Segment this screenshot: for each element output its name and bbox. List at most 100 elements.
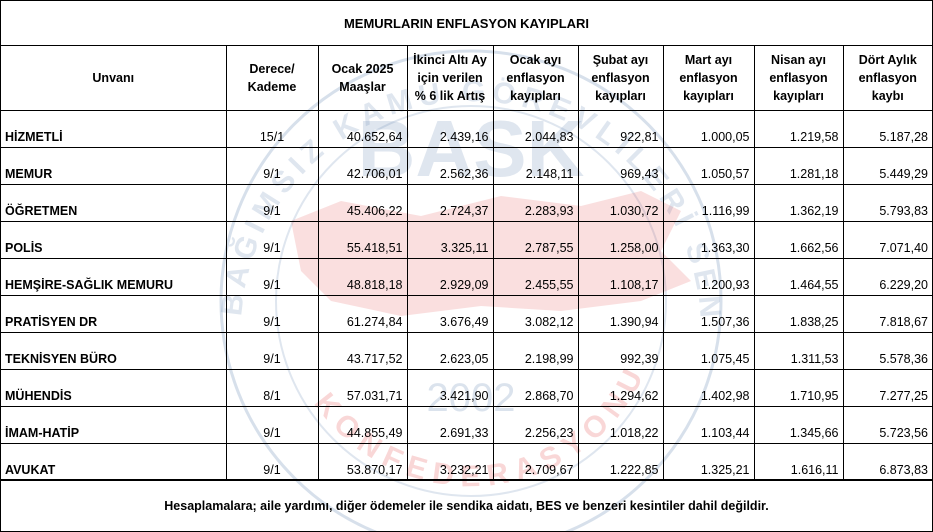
cell-mart: 1.075,45	[662, 332, 755, 370]
cell-unvan: İMAM-HATİP	[1, 406, 227, 444]
header-nisan: Nisan ayı enflasyon kayıpları	[753, 45, 844, 111]
cell-toplam: 7.071,40	[842, 221, 932, 259]
cell-nisan: 1.345,66	[753, 406, 844, 444]
cell-subat: 1.018,22	[577, 406, 664, 444]
table-row: HEMŞİRE-SAĞLIK MEMURU 9/1 48.818,18 2.92…	[1, 258, 932, 296]
cell-unvan: HEMŞİRE-SAĞLIK MEMURU	[1, 258, 227, 296]
cell-mart: 1.050,57	[662, 147, 755, 185]
cell-unvan: TEKNİSYEN BÜRO	[1, 332, 227, 370]
cell-toplam: 5.793,83	[842, 184, 932, 222]
table-row: ÖĞRETMEN 9/1 45.406,22 2.724,37 2.283,93…	[1, 184, 932, 222]
cell-ocak: 2.044,83	[492, 110, 579, 148]
cell-mart: 1.507,36	[662, 295, 755, 333]
cell-unvan: ÖĞRETMEN	[1, 184, 227, 222]
cell-subat: 1.030,72	[577, 184, 664, 222]
cell-subat: 1.294,62	[577, 369, 664, 407]
cell-mart: 1.325,21	[662, 443, 755, 481]
cell-mart: 1.000,05	[662, 110, 755, 148]
cell-ocak: 2.148,11	[492, 147, 579, 185]
cell-maas: 44.855,49	[317, 406, 408, 444]
cell-artis: 2.623,05	[406, 332, 494, 370]
cell-unvan: MEMUR	[1, 147, 227, 185]
cell-subat: 1.108,17	[577, 258, 664, 296]
cell-subat: 922,81	[577, 110, 664, 148]
cell-nisan: 1.662,56	[753, 221, 844, 259]
cell-mart: 1.116,99	[662, 184, 755, 222]
cell-derece: 9/1	[225, 406, 319, 444]
cell-unvan: AVUKAT	[1, 443, 227, 481]
cell-ocak: 2.709,67	[492, 443, 579, 481]
cell-derece: 9/1	[225, 221, 319, 259]
cell-derece: 9/1	[225, 295, 319, 333]
cell-maas: 57.031,71	[317, 369, 408, 407]
cell-derece: 9/1	[225, 184, 319, 222]
cell-toplam: 5.449,29	[842, 147, 932, 185]
cell-toplam: 7.818,67	[842, 295, 932, 333]
cell-ocak: 3.082,12	[492, 295, 579, 333]
cell-derece: 9/1	[225, 258, 319, 296]
cell-nisan: 1.362,19	[753, 184, 844, 222]
cell-unvan: HİZMETLİ	[1, 110, 227, 148]
cell-maas: 43.717,52	[317, 332, 408, 370]
cell-mart: 1.363,30	[662, 221, 755, 259]
cell-artis: 3.325,11	[406, 221, 494, 259]
header-subat: Şubat ayı enflasyon kayıpları	[577, 45, 664, 111]
cell-maas: 45.406,22	[317, 184, 408, 222]
cell-unvan: POLİS	[1, 221, 227, 259]
cell-mart: 1.200,93	[662, 258, 755, 296]
cell-ocak: 2.198,99	[492, 332, 579, 370]
table-row: TEKNİSYEN BÜRO 9/1 43.717,52 2.623,05 2.…	[1, 332, 932, 370]
cell-unvan: MÜHENDİS	[1, 369, 227, 407]
cell-subat: 969,43	[577, 147, 664, 185]
cell-ocak: 2.455,55	[492, 258, 579, 296]
cell-artis: 2.439,16	[406, 110, 494, 148]
cell-toplam: 6.229,20	[842, 258, 932, 296]
cell-artis: 3.232,21	[406, 443, 494, 481]
table-row: HİZMETLİ 15/1 40.652,64 2.439,16 2.044,8…	[1, 110, 932, 148]
cell-derece: 8/1	[225, 369, 319, 407]
cell-nisan: 1.464,55	[753, 258, 844, 296]
inflation-loss-table: Unvanı Derece/Kademe Ocak 2025 Maaşlar İk…	[1, 45, 932, 481]
cell-mart: 1.402,98	[662, 369, 755, 407]
cell-artis: 2.929,09	[406, 258, 494, 296]
cell-maas: 55.418,51	[317, 221, 408, 259]
table-row: MEMUR 9/1 42.706,01 2.562,36 2.148,11 96…	[1, 147, 932, 185]
header-mart: Mart ayı enflasyon kayıpları	[662, 45, 755, 111]
cell-toplam: 7.277,25	[842, 369, 932, 407]
cell-ocak: 2.787,55	[492, 221, 579, 259]
cell-derece: 9/1	[225, 443, 319, 481]
cell-subat: 1.222,85	[577, 443, 664, 481]
cell-nisan: 1.838,25	[753, 295, 844, 333]
cell-maas: 42.706,01	[317, 147, 408, 185]
cell-ocak: 2.868,70	[492, 369, 579, 407]
cell-mart: 1.103,44	[662, 406, 755, 444]
header-derece: Derece/Kademe	[225, 45, 319, 111]
cell-maas: 48.818,18	[317, 258, 408, 296]
cell-nisan: 1.311,53	[753, 332, 844, 370]
cell-artis: 2.562,36	[406, 147, 494, 185]
cell-nisan: 1.219,58	[753, 110, 844, 148]
page-title: MEMURLARIN ENFLASYON KAYIPLARI	[1, 1, 932, 46]
cell-artis: 2.691,33	[406, 406, 494, 444]
cell-toplam: 5.723,56	[842, 406, 932, 444]
cell-ocak: 2.283,93	[492, 184, 579, 222]
cell-ocak: 2.256,23	[492, 406, 579, 444]
cell-toplam: 5.578,36	[842, 332, 932, 370]
cell-maas: 40.652,64	[317, 110, 408, 148]
cell-toplam: 5.187,28	[842, 110, 932, 148]
header-unvan: Unvanı	[1, 45, 227, 111]
table-row: İMAM-HATİP 9/1 44.855,49 2.691,33 2.256,…	[1, 406, 932, 444]
table-row: AVUKAT 9/1 53.870,17 3.232,21 2.709,67 1…	[1, 443, 932, 481]
header-dort-aylik: Dört Aylık enflasyon kaybı	[842, 45, 932, 111]
cell-maas: 61.274,84	[317, 295, 408, 333]
cell-nisan: 1.616,11	[753, 443, 844, 481]
cell-toplam: 6.873,83	[842, 443, 932, 481]
cell-nisan: 1.710,95	[753, 369, 844, 407]
cell-derece: 9/1	[225, 147, 319, 185]
cell-unvan: PRATİSYEN DR	[1, 295, 227, 333]
table-header-row: Unvanı Derece/Kademe Ocak 2025 Maaşlar İk…	[1, 45, 932, 111]
cell-derece: 15/1	[225, 110, 319, 148]
table-row: MÜHENDİS 8/1 57.031,71 3.421,90 2.868,70…	[1, 369, 932, 407]
header-maas: Ocak 2025 Maaşlar	[317, 45, 408, 111]
